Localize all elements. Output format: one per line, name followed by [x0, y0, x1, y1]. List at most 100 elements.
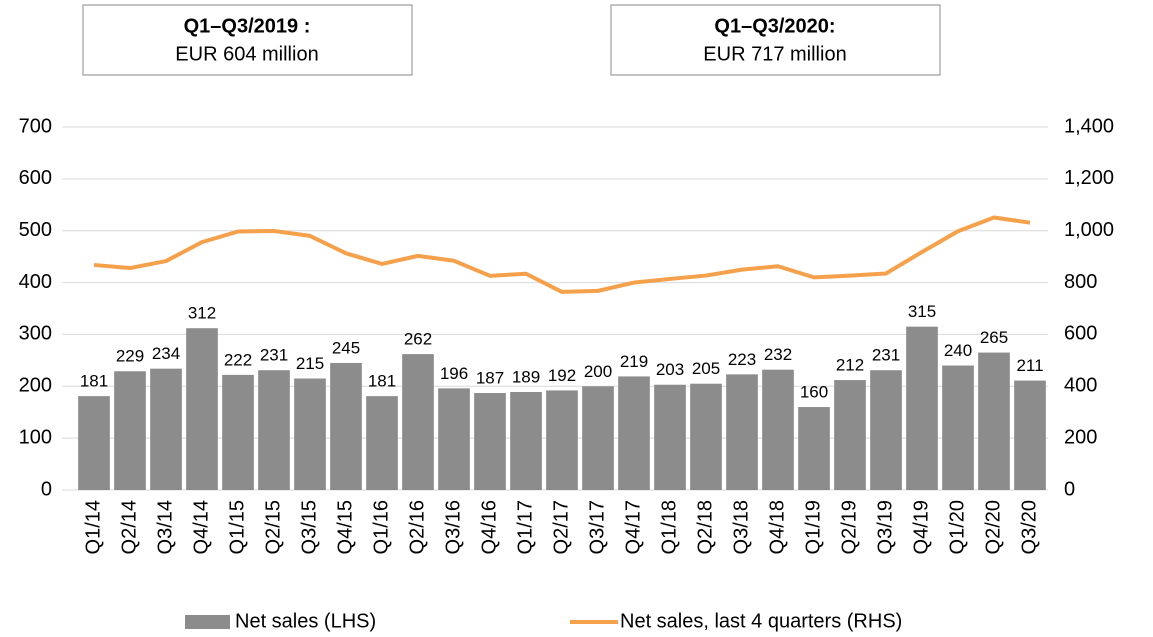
data-label: 160: [800, 383, 828, 402]
x-tick-label: Q4/18: [766, 500, 788, 554]
data-label: 312: [188, 304, 216, 323]
bar: [510, 391, 542, 490]
data-label: 229: [116, 347, 144, 366]
legend-label: Net sales, last 4 quarters (RHS): [620, 610, 902, 632]
data-label: 205: [692, 359, 720, 378]
x-tick-label: Q3/15: [298, 500, 320, 554]
x-tick-label: Q3/19: [874, 500, 896, 554]
data-label: 215: [296, 354, 324, 373]
annotation-box: [610, 4, 941, 76]
bar: [150, 368, 182, 490]
y2-tick-label: 0: [1064, 478, 1075, 500]
data-label: 265: [980, 328, 1008, 347]
annotation-title: Q1–Q3/2019 :: [184, 15, 311, 37]
x-tick-label: Q4/16: [478, 500, 500, 554]
bar: [366, 396, 398, 490]
x-tick-label: Q1/14: [82, 500, 104, 554]
data-label: 262: [404, 330, 432, 349]
x-tick-label: Q2/20: [982, 500, 1004, 554]
x-tick-label: Q1/16: [370, 500, 392, 554]
bar: [330, 362, 362, 490]
x-tick-label: Q3/18: [730, 500, 752, 554]
bar: [762, 369, 794, 490]
x-tick-label: Q1/15: [226, 500, 248, 554]
data-label: 200: [584, 362, 612, 381]
x-tick-label: Q3/14: [154, 500, 176, 554]
y2-tick-label: 200: [1064, 426, 1097, 448]
y2-tick-label: 600: [1064, 323, 1097, 345]
y-tick-label: 400: [19, 271, 52, 293]
x-tick-label: Q2/16: [406, 500, 428, 554]
x-tick-label: Q4/19: [910, 500, 932, 554]
bar: [294, 378, 326, 490]
data-label: 223: [728, 350, 756, 369]
x-tick-label: Q4/17: [622, 500, 644, 554]
data-label: 203: [656, 360, 684, 379]
bar: [186, 328, 218, 490]
bar: [582, 386, 614, 490]
x-tick-label: Q3/16: [442, 500, 464, 554]
data-label: 189: [512, 367, 540, 386]
x-tick-label: Q3/17: [586, 500, 608, 554]
x-tick-label: Q4/15: [334, 500, 356, 554]
bar: [474, 393, 506, 490]
data-label: 181: [80, 372, 108, 391]
bar: [726, 374, 758, 490]
annotation-title: Q1–Q3/2020:: [714, 15, 835, 37]
y2-tick-label: 1,400: [1064, 115, 1114, 137]
bar: [906, 326, 938, 490]
bar: [654, 384, 686, 490]
bar: [690, 383, 722, 490]
data-label: 245: [332, 338, 360, 357]
data-label: 187: [476, 369, 504, 388]
y-tick-label: 200: [19, 375, 52, 397]
data-label: 234: [152, 344, 180, 363]
x-tick-label: Q1/17: [514, 500, 536, 554]
data-label: 315: [908, 302, 936, 321]
y2-tick-label: 1,200: [1064, 167, 1114, 189]
x-tick-label: Q2/19: [838, 500, 860, 554]
x-tick-label: Q2/15: [262, 500, 284, 554]
bar: [546, 390, 578, 490]
data-label: 231: [260, 346, 288, 365]
bar: [834, 380, 866, 490]
x-tick-label: Q1/18: [658, 500, 680, 554]
x-tick-label: Q3/20: [1018, 500, 1040, 554]
bar: [1014, 380, 1046, 490]
x-tick-label: Q2/14: [118, 500, 140, 554]
x-tick-label: Q1/19: [802, 500, 824, 554]
bar: [438, 388, 470, 490]
data-label: 231: [872, 346, 900, 365]
data-label: 211: [1016, 356, 1043, 375]
bar: [258, 370, 290, 490]
bar: [114, 371, 146, 490]
y-tick-label: 700: [19, 115, 52, 137]
y2-tick-label: 400: [1064, 375, 1097, 397]
y-tick-label: 100: [19, 426, 52, 448]
bar: [978, 352, 1010, 490]
line: [93, 215, 1031, 294]
y2-tick-label: 800: [1064, 271, 1097, 293]
y2-tick-label: 1,000: [1064, 219, 1114, 241]
annotation-text: EUR 604 million: [175, 43, 318, 65]
y-tick-label: 600: [19, 167, 52, 189]
bar: [78, 396, 110, 490]
bar: [402, 354, 434, 490]
bar: [618, 376, 650, 490]
annotation-box: [82, 4, 413, 76]
y-tick-label: 0: [41, 478, 52, 500]
data-label: 192: [548, 366, 576, 385]
legend-swatch: [185, 615, 230, 629]
data-label: 222: [224, 350, 252, 369]
bar: [942, 365, 974, 490]
legend-label: Net sales (LHS): [235, 610, 376, 632]
y-tick-label: 300: [19, 323, 52, 345]
data-label: 240: [944, 341, 972, 360]
data-label: 181: [368, 372, 396, 391]
bar: [870, 370, 902, 490]
x-tick-label: Q2/17: [550, 500, 572, 554]
x-tick-label: Q2/18: [694, 500, 716, 554]
x-tick-label: Q1/20: [946, 500, 968, 554]
y-tick-label: 500: [19, 219, 52, 241]
